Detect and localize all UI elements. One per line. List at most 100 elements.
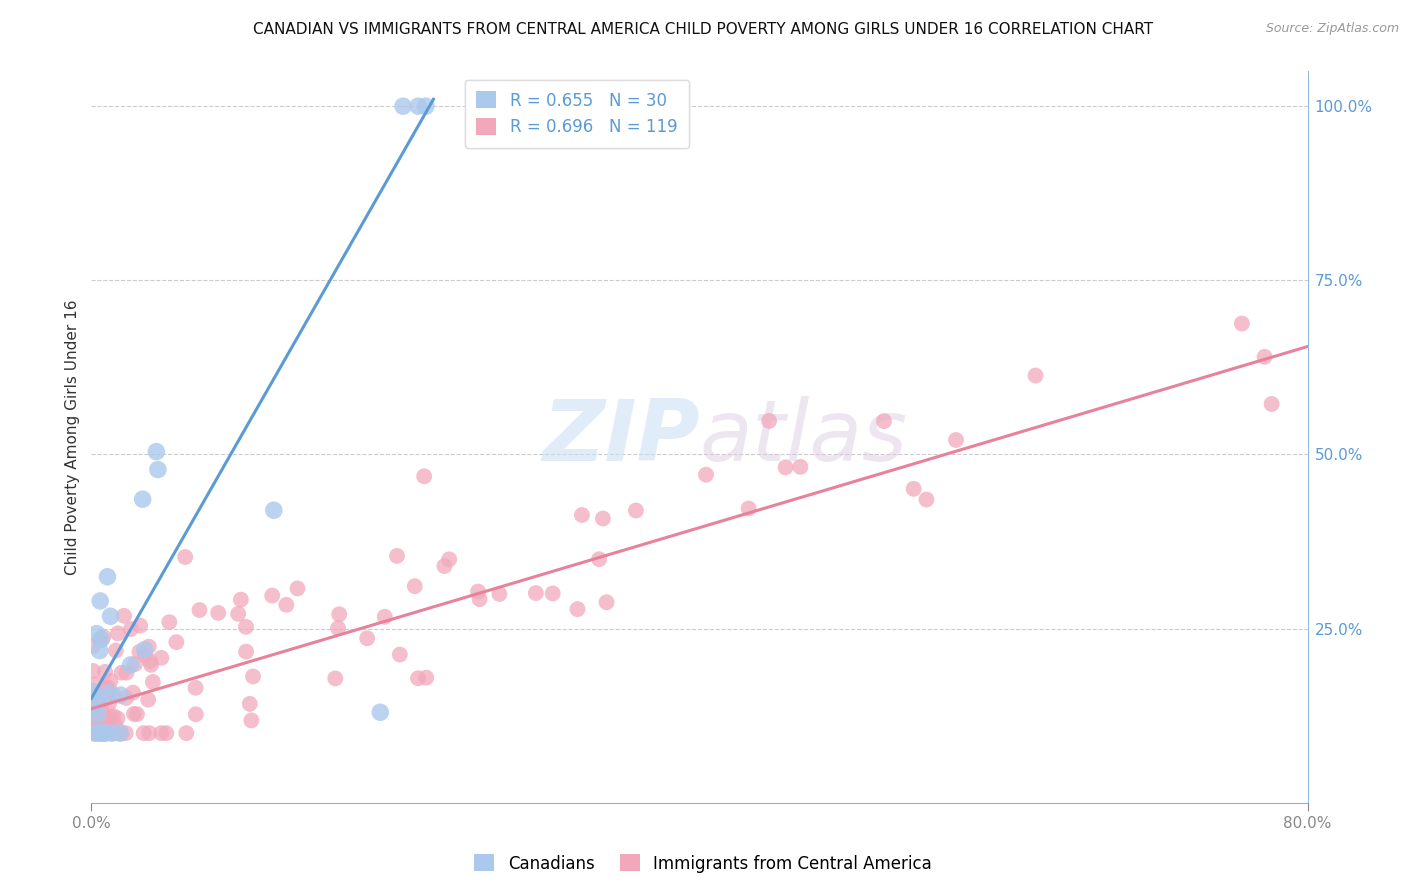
Point xyxy=(142,674,165,689)
Point xyxy=(94,681,117,695)
Point xyxy=(111,665,134,680)
Point xyxy=(415,671,437,685)
Point xyxy=(98,696,121,710)
Point xyxy=(100,609,122,624)
Point xyxy=(90,726,112,740)
Point xyxy=(101,687,124,701)
Point xyxy=(104,643,127,657)
Point xyxy=(413,469,436,483)
Point xyxy=(128,645,150,659)
Point xyxy=(323,672,346,686)
Point xyxy=(103,709,125,723)
Point xyxy=(82,664,104,678)
Point xyxy=(592,511,614,525)
Point xyxy=(84,718,107,732)
Point xyxy=(97,712,120,726)
Point xyxy=(87,695,110,709)
Point xyxy=(374,609,396,624)
Point xyxy=(101,726,124,740)
Point xyxy=(96,680,118,694)
Point xyxy=(276,598,298,612)
Point xyxy=(467,584,489,599)
Point xyxy=(110,726,132,740)
Point xyxy=(110,688,132,702)
Point xyxy=(326,621,349,635)
Point xyxy=(775,460,797,475)
Point xyxy=(139,654,162,668)
Point xyxy=(84,677,107,691)
Point xyxy=(138,726,160,740)
Point xyxy=(695,467,717,482)
Point xyxy=(94,725,117,739)
Point xyxy=(226,607,249,621)
Point xyxy=(385,549,408,563)
Point xyxy=(103,726,125,740)
Point xyxy=(82,685,104,699)
Point xyxy=(1253,350,1275,364)
Point xyxy=(104,718,127,732)
Point xyxy=(132,726,155,740)
Point xyxy=(287,582,309,596)
Point xyxy=(388,648,411,662)
Point xyxy=(108,726,131,740)
Point xyxy=(873,414,896,428)
Text: CANADIAN VS IMMIGRANTS FROM CENTRAL AMERICA CHILD POVERTY AMONG GIRLS UNDER 16 C: CANADIAN VS IMMIGRANTS FROM CENTRAL AMER… xyxy=(253,22,1153,37)
Point xyxy=(207,606,229,620)
Point xyxy=(120,622,142,636)
Point xyxy=(84,713,107,727)
Point xyxy=(82,722,104,736)
Point xyxy=(136,692,159,706)
Point xyxy=(404,579,426,593)
Point xyxy=(737,501,759,516)
Point xyxy=(112,608,135,623)
Point xyxy=(356,632,378,646)
Point xyxy=(125,707,148,722)
Point xyxy=(100,710,122,724)
Point xyxy=(122,706,145,721)
Point xyxy=(97,686,120,700)
Point xyxy=(624,503,647,517)
Point xyxy=(120,657,142,672)
Point xyxy=(89,720,111,734)
Point xyxy=(86,707,108,722)
Point xyxy=(114,726,136,740)
Point xyxy=(84,701,107,715)
Point xyxy=(90,726,112,740)
Y-axis label: Child Poverty Among Girls Under 16: Child Poverty Among Girls Under 16 xyxy=(65,300,80,574)
Point xyxy=(94,726,117,740)
Point xyxy=(101,726,124,740)
Point xyxy=(433,559,456,574)
Point xyxy=(145,444,167,458)
Point xyxy=(541,586,564,600)
Point xyxy=(945,433,967,447)
Point xyxy=(84,726,107,740)
Point xyxy=(124,657,146,672)
Point xyxy=(157,615,180,630)
Point xyxy=(262,589,284,603)
Point xyxy=(903,482,925,496)
Point xyxy=(86,626,108,640)
Point xyxy=(94,665,117,679)
Point xyxy=(239,697,262,711)
Point xyxy=(758,414,780,428)
Point xyxy=(789,459,811,474)
Point xyxy=(263,503,285,517)
Point xyxy=(80,721,103,735)
Text: atlas: atlas xyxy=(699,395,907,479)
Point xyxy=(184,681,207,695)
Point xyxy=(89,643,111,657)
Point xyxy=(406,671,429,685)
Point xyxy=(392,99,415,113)
Point xyxy=(567,602,589,616)
Point xyxy=(1260,397,1282,411)
Point xyxy=(242,669,264,683)
Point xyxy=(107,626,129,640)
Point xyxy=(90,632,112,647)
Point xyxy=(84,690,107,704)
Point xyxy=(406,99,429,113)
Point xyxy=(368,705,391,719)
Point xyxy=(1025,368,1047,383)
Point xyxy=(87,726,110,740)
Point xyxy=(150,650,173,665)
Point xyxy=(83,726,105,740)
